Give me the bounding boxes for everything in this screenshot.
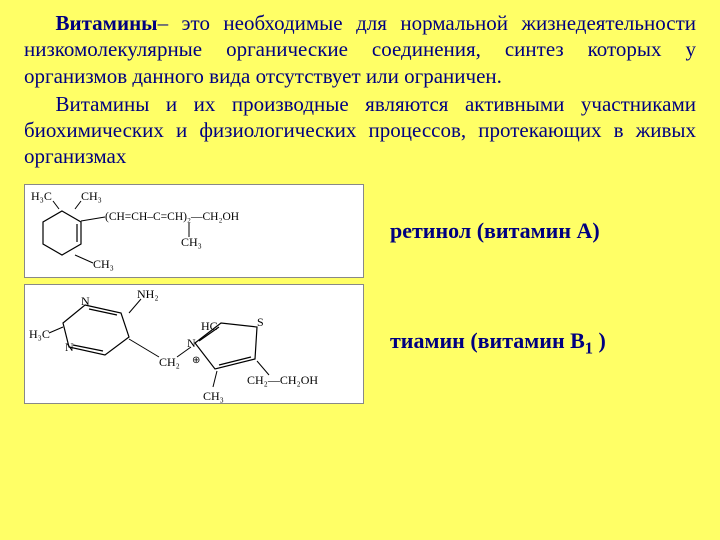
thiamine-row: N N N H₃C NH₂ H: [24, 284, 696, 404]
label-chain: (CH=CH–C=CH)₂—CH₂OH: [105, 211, 239, 223]
label-s: S: [257, 315, 264, 330]
term-vitamins: Витамины: [56, 11, 158, 35]
cyclohexene-ring-icon: [41, 209, 83, 257]
thiamine-label: тиамин (витамин B1 ): [390, 328, 696, 358]
thiamine-structure: N N N H₃C NH₂ H: [24, 284, 364, 404]
retinol-label: ретинол (витамин А): [390, 218, 696, 244]
retinol-structure: H₃C CH₃ (CH=CH–C=CH)₂—CH₂OH CH₃ CH₃: [24, 184, 364, 278]
label-chain: CH₂—CH₂OH: [247, 373, 318, 388]
label-ch3: CH₃: [81, 189, 102, 204]
label-ch2-bridge: CH₂: [159, 355, 180, 370]
label-nh2: NH₂: [137, 287, 159, 302]
role-paragraph: Витамины и их производные являются актив…: [24, 91, 696, 170]
label-ch3-mid: CH₃: [181, 235, 202, 250]
label-ch3-ring: CH₃: [93, 257, 114, 272]
label-ch3: CH₃: [203, 389, 224, 404]
retinol-row: H₃C CH₃ (CH=CH–C=CH)₂—CH₂OH CH₃ CH₃ рети…: [24, 184, 696, 278]
label-h3c: H₃C: [31, 189, 52, 204]
diagrams-container: H₃C CH₃ (CH=CH–C=CH)₂—CH₂OH CH₃ CH₃ рети…: [24, 184, 696, 404]
thiamine-label-sub: 1: [585, 339, 593, 358]
label-h3c: H₃C: [29, 327, 50, 342]
svg-text:N: N: [187, 336, 196, 350]
svg-text:N: N: [81, 294, 90, 308]
thiamine-label-suffix: ): [593, 328, 606, 353]
thiamine-label-prefix: тиамин (витамин B: [390, 328, 585, 353]
label-hc: HC: [201, 319, 218, 334]
svg-text:N: N: [65, 340, 74, 354]
charge-icon: ⊕: [192, 355, 200, 366]
definition-paragraph: Витамины– это необходимые для нормальной…: [24, 10, 696, 89]
